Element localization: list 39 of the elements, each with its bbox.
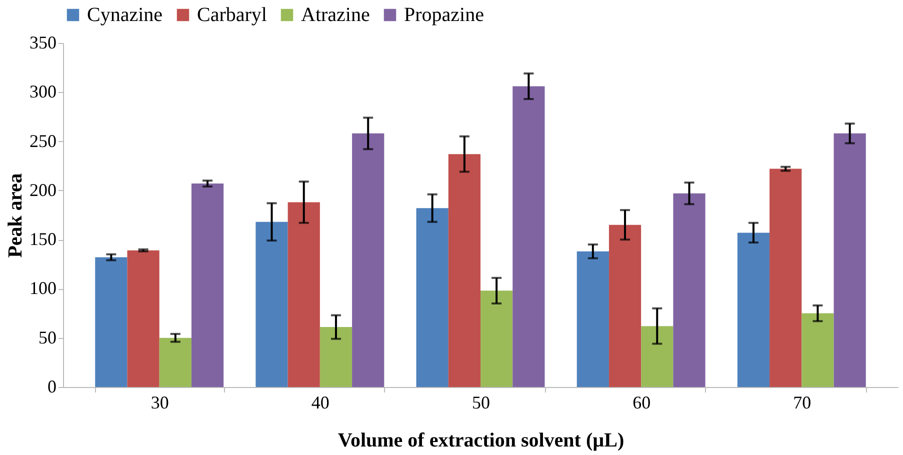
- legend-label: Atrazine: [301, 4, 370, 26]
- bar: [512, 86, 545, 387]
- x-tick-label: 60: [632, 392, 651, 412]
- x-axis-title: Volume of extraction solvent (µL): [338, 430, 624, 452]
- bar: [448, 154, 480, 387]
- y-tick-label: 250: [30, 130, 56, 151]
- bar: [127, 250, 160, 387]
- y-axis-title: Peak area: [4, 173, 26, 258]
- bar: [256, 222, 288, 387]
- bar: [802, 313, 834, 387]
- bar: [416, 208, 448, 387]
- bar: [576, 251, 609, 387]
- legend-label: Propazine: [404, 4, 484, 26]
- y-tick-label: 50: [38, 327, 56, 348]
- bar: [320, 327, 352, 387]
- bar: [288, 202, 320, 387]
- bar: [770, 168, 802, 387]
- bar: [352, 133, 384, 387]
- bar: [641, 326, 674, 387]
- bar: [191, 184, 224, 387]
- x-tick-label: 30: [150, 392, 169, 412]
- bar: [673, 193, 706, 387]
- bar: [608, 224, 642, 387]
- legend-label: Carbaryl: [197, 4, 268, 26]
- y-tick-label: 0: [48, 376, 56, 396]
- y-tick-label: 200: [30, 180, 56, 200]
- bar: [95, 257, 128, 387]
- y-tick-label: 300: [30, 82, 56, 102]
- bar: [159, 338, 192, 387]
- x-tick-label: 40: [311, 392, 330, 412]
- y-tick-label: 150: [30, 229, 56, 250]
- x-tick-label: 50: [472, 392, 490, 412]
- x-tick-label: 70: [793, 392, 812, 412]
- bar: [834, 133, 866, 387]
- bar: [480, 290, 513, 387]
- legend-label: Cynazine: [87, 4, 163, 26]
- y-tick-label: 100: [30, 278, 56, 298]
- bar: [737, 232, 770, 387]
- y-tick-label: 350: [30, 32, 56, 52]
